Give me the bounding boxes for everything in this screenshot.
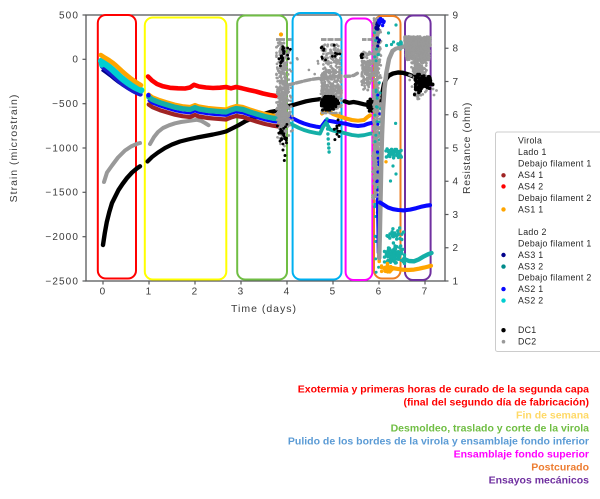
svg-text:Resistance (ohm): Resistance (ohm) (461, 102, 473, 194)
svg-text:−2500: −2500 (45, 276, 79, 287)
svg-text:5: 5 (330, 287, 337, 298)
svg-text:Debajo filament 1: Debajo filament 1 (518, 159, 592, 169)
svg-text:DC1: DC1 (518, 325, 537, 335)
svg-text:Time (days): Time (days) (231, 303, 297, 315)
svg-text:7: 7 (422, 287, 429, 298)
svg-text:Pulido de los bordes de la vir: Pulido de los bordes de la virola y ensa… (288, 436, 589, 448)
svg-text:3: 3 (453, 210, 460, 221)
svg-text:500: 500 (59, 10, 79, 21)
svg-text:9: 9 (453, 10, 460, 21)
svg-text:−500: −500 (52, 99, 79, 110)
svg-text:4: 4 (284, 287, 291, 298)
svg-text:Postcurado: Postcurado (531, 462, 589, 474)
svg-text:Fin de semana: Fin de semana (516, 410, 589, 422)
svg-text:1: 1 (146, 287, 153, 298)
svg-text:−1000: −1000 (45, 143, 79, 154)
svg-text:Strain (microstrain): Strain (microstrain) (8, 94, 20, 203)
svg-text:Desmoldeo, traslado y corte de: Desmoldeo, traslado y corte de la virola (391, 423, 590, 435)
svg-text:DC2: DC2 (518, 337, 537, 347)
svg-text:1: 1 (453, 276, 460, 287)
svg-text:−1500: −1500 (45, 188, 79, 199)
svg-text:Lado 1: Lado 1 (518, 147, 547, 157)
svg-text:3: 3 (238, 287, 245, 298)
svg-text:Exotermia y primeras horas de: Exotermia y primeras horas de curado de … (298, 384, 589, 396)
svg-text:−2000: −2000 (45, 232, 79, 243)
svg-text:AS3 1: AS3 1 (518, 250, 543, 260)
svg-text:Debajo filament 2: Debajo filament 2 (518, 193, 592, 203)
svg-text:AS2 2: AS2 2 (518, 296, 543, 306)
svg-text:AS3 2: AS3 2 (518, 262, 543, 272)
svg-text:Virola: Virola (518, 136, 542, 146)
svg-text:Debajo filament 1: Debajo filament 1 (518, 238, 592, 248)
svg-text:5: 5 (453, 143, 460, 154)
svg-text:6: 6 (376, 287, 383, 298)
svg-text:Ensayos mecánicos: Ensayos mecánicos (489, 475, 590, 487)
svg-text:Ensamblaje fondo superior: Ensamblaje fondo superior (454, 449, 589, 461)
svg-text:AS2 1: AS2 1 (518, 284, 543, 294)
svg-text:0: 0 (72, 55, 79, 66)
svg-text:AS4 1: AS4 1 (518, 170, 543, 180)
svg-text:Debajo filament 2: Debajo filament 2 (518, 273, 592, 283)
svg-text:AS1 1: AS1 1 (518, 204, 543, 214)
svg-text:6: 6 (453, 110, 460, 121)
svg-text:7: 7 (453, 77, 460, 88)
svg-text:2: 2 (192, 287, 199, 298)
svg-text:(final del segundo día de fabr: (final del segundo día de fabricación) (403, 397, 589, 409)
svg-text:AS4 2: AS4 2 (518, 181, 543, 191)
svg-text:8: 8 (453, 44, 460, 55)
svg-text:4: 4 (453, 177, 460, 188)
svg-text:Lado 2: Lado 2 (518, 227, 547, 237)
svg-text:0: 0 (100, 287, 107, 298)
svg-text:2: 2 (453, 243, 460, 254)
